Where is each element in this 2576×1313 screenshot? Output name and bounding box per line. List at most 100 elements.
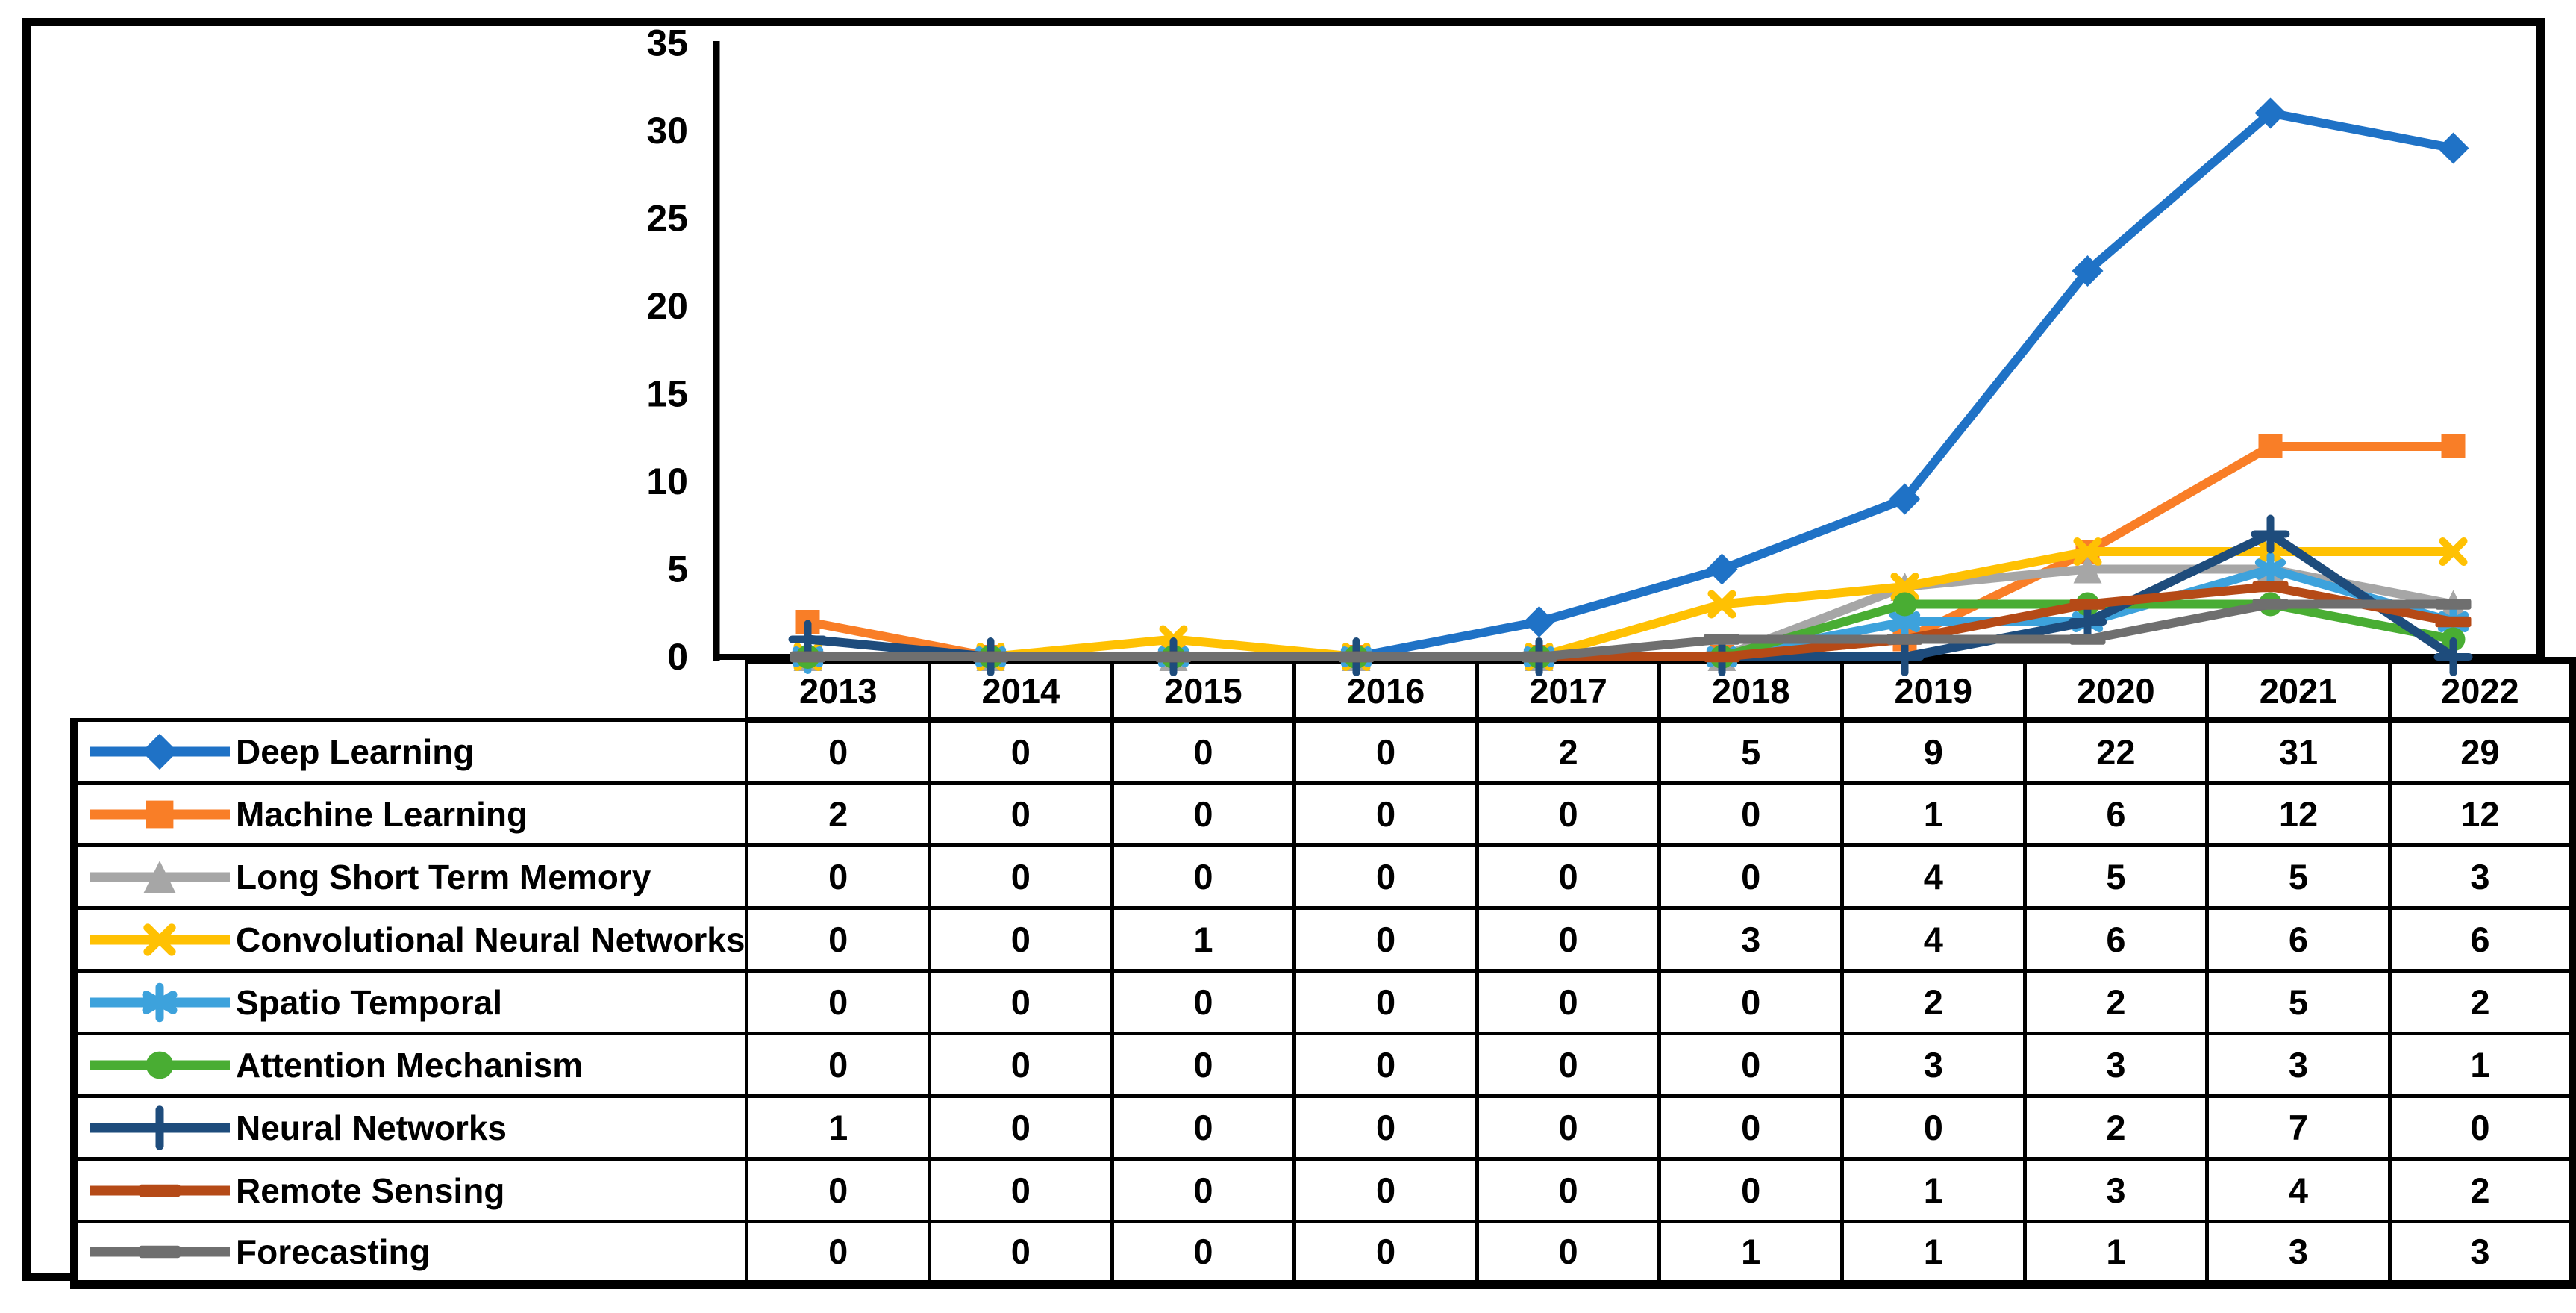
value-cell: 29 (2387, 718, 2576, 785)
value-cell: 0 (745, 1157, 932, 1223)
value-cell: 1 (1840, 781, 2027, 847)
legend-label: Forecasting (236, 1232, 431, 1271)
value-cell: 6 (2022, 906, 2210, 973)
marker-square-icon (146, 800, 174, 828)
value-cell: 0 (928, 1032, 1114, 1098)
table-header: 2013 2014 2015 2016 2017 2018 2019 2020 2021 2022 (74, 657, 2576, 723)
marker-diamond-icon (141, 733, 178, 770)
value-cell: 0 (1475, 1094, 1662, 1161)
value-cell: 0 (1292, 906, 1479, 973)
value-cell: 12 (2387, 781, 2576, 847)
year-header: 2018 (1657, 657, 1844, 723)
legend-cell: Machine Learning (70, 781, 749, 847)
value-cell: 0 (1292, 1094, 1479, 1161)
table-row: Long Short Term Memory 0 0 0 0 0 0 4 5 5 3 (70, 843, 2576, 910)
legend-cell: Long Short Term Memory (70, 843, 749, 910)
legend-marker-icon (90, 1245, 230, 1259)
value-cell: 0 (1657, 969, 1844, 1035)
legend-marker-icon (90, 860, 230, 893)
value-cell: 3 (2387, 1220, 2576, 1289)
value-cell: 5 (2022, 843, 2210, 910)
value-cell: 0 (1292, 843, 1479, 910)
marker-dash-icon (139, 1184, 181, 1197)
value-cell: 0 (1475, 1220, 1662, 1289)
legend-label: Spatio Temporal (236, 982, 502, 1022)
value-cell: 5 (2205, 843, 2392, 910)
table-row: Remote Sensing 0 0 0 0 0 0 1 3 4 2 (70, 1157, 2576, 1223)
legend-marker-icon (90, 800, 230, 828)
value-cell: 0 (745, 1220, 932, 1289)
legend-key: Attention Mechanism (78, 1041, 745, 1089)
value-cell: 3 (2205, 1220, 2392, 1289)
value-cell: 3 (2205, 1032, 2392, 1098)
value-cell: 0 (1110, 969, 1297, 1035)
table-row: Spatio Temporal 0 0 0 0 0 0 2 2 5 2 (70, 969, 2576, 1035)
value-cell: 1 (2022, 1220, 2210, 1289)
marker-x-icon (143, 923, 176, 956)
year-header: 2020 (2022, 657, 2210, 723)
value-cell: 0 (1840, 1094, 2027, 1161)
legend-key: Neural Networks (78, 1104, 745, 1152)
value-cell: 0 (1110, 781, 1297, 847)
value-cell: 3 (1657, 906, 1844, 973)
value-cell: 9 (1840, 718, 2027, 785)
marker-circle-icon (146, 1051, 174, 1079)
value-cell: 31 (2205, 718, 2392, 785)
value-cell: 0 (928, 1220, 1114, 1289)
value-cell: 1 (1840, 1220, 2027, 1289)
value-cell: 0 (1110, 843, 1297, 910)
value-cell: 0 (928, 906, 1114, 973)
value-cell: 1 (1657, 1220, 1844, 1289)
table-row: Forecasting 0 0 0 0 0 1 1 1 3 3 (70, 1220, 2576, 1289)
value-cell: 6 (2022, 781, 2210, 847)
value-cell: 0 (1292, 969, 1479, 1035)
value-cell: 0 (1292, 1220, 1479, 1289)
value-cell: 0 (1110, 1157, 1297, 1223)
value-cell: 2 (2022, 969, 2210, 1035)
legend-key: Long Short Term Memory (78, 853, 745, 901)
legend-key: Machine Learning (78, 790, 745, 838)
value-cell: 3 (2387, 843, 2576, 910)
marker-triangle-icon (143, 860, 176, 893)
legend-key: Forecasting (78, 1228, 745, 1276)
value-cell: 0 (1292, 1032, 1479, 1098)
legend-marker-icon (90, 982, 230, 1022)
value-cell: 0 (928, 969, 1114, 1035)
value-cell: 0 (1657, 1094, 1844, 1161)
value-cell: 0 (928, 781, 1114, 847)
value-cell: 2 (1840, 969, 2027, 1035)
value-cell: 1 (1840, 1157, 2027, 1223)
legend-label: Machine Learning (236, 794, 528, 834)
table-row: Deep Learning 0 0 0 0 2 5 9 22 31 29 (70, 718, 2576, 785)
legend-label: Long Short Term Memory (236, 857, 651, 896)
value-cell: 0 (1475, 843, 1662, 910)
value-cell: 12 (2205, 781, 2392, 847)
value-cell: 2 (2387, 1157, 2576, 1223)
value-cell: 0 (1475, 969, 1662, 1035)
value-cell: 0 (1657, 1032, 1844, 1098)
value-cell: 6 (2387, 906, 2576, 973)
legend-label: Convolutional Neural Networks (236, 920, 745, 959)
legend-key: Remote Sensing (78, 1167, 745, 1214)
legend-key: Convolutional Neural Networks (78, 916, 745, 964)
table-row: Convolutional Neural Networks 0 0 1 0 0 3 4 6 6 6 (70, 906, 2576, 973)
value-cell: 0 (928, 1094, 1114, 1161)
legend-marker-icon (90, 733, 230, 770)
legend-cell: Remote Sensing (70, 1157, 749, 1223)
marker-plus-icon (137, 1105, 182, 1150)
value-cell: 5 (1657, 718, 1844, 785)
legend-cell: Deep Learning (70, 718, 749, 785)
year-header: 2013 (745, 657, 932, 723)
legend-cell: Attention Mechanism (70, 1032, 749, 1098)
legend-key: Deep Learning (78, 728, 745, 776)
value-cell: 2 (2387, 969, 2576, 1035)
year-header: 2014 (928, 657, 1114, 723)
legend-label: Attention Mechanism (236, 1045, 584, 1085)
value-cell: 0 (1292, 718, 1479, 785)
value-cell: 0 (1657, 843, 1844, 910)
value-cell: 0 (928, 1157, 1114, 1223)
legend-label: Neural Networks (236, 1108, 507, 1147)
legend-cell: Convolutional Neural Networks (70, 906, 749, 973)
year-header: 2019 (1840, 657, 2027, 723)
